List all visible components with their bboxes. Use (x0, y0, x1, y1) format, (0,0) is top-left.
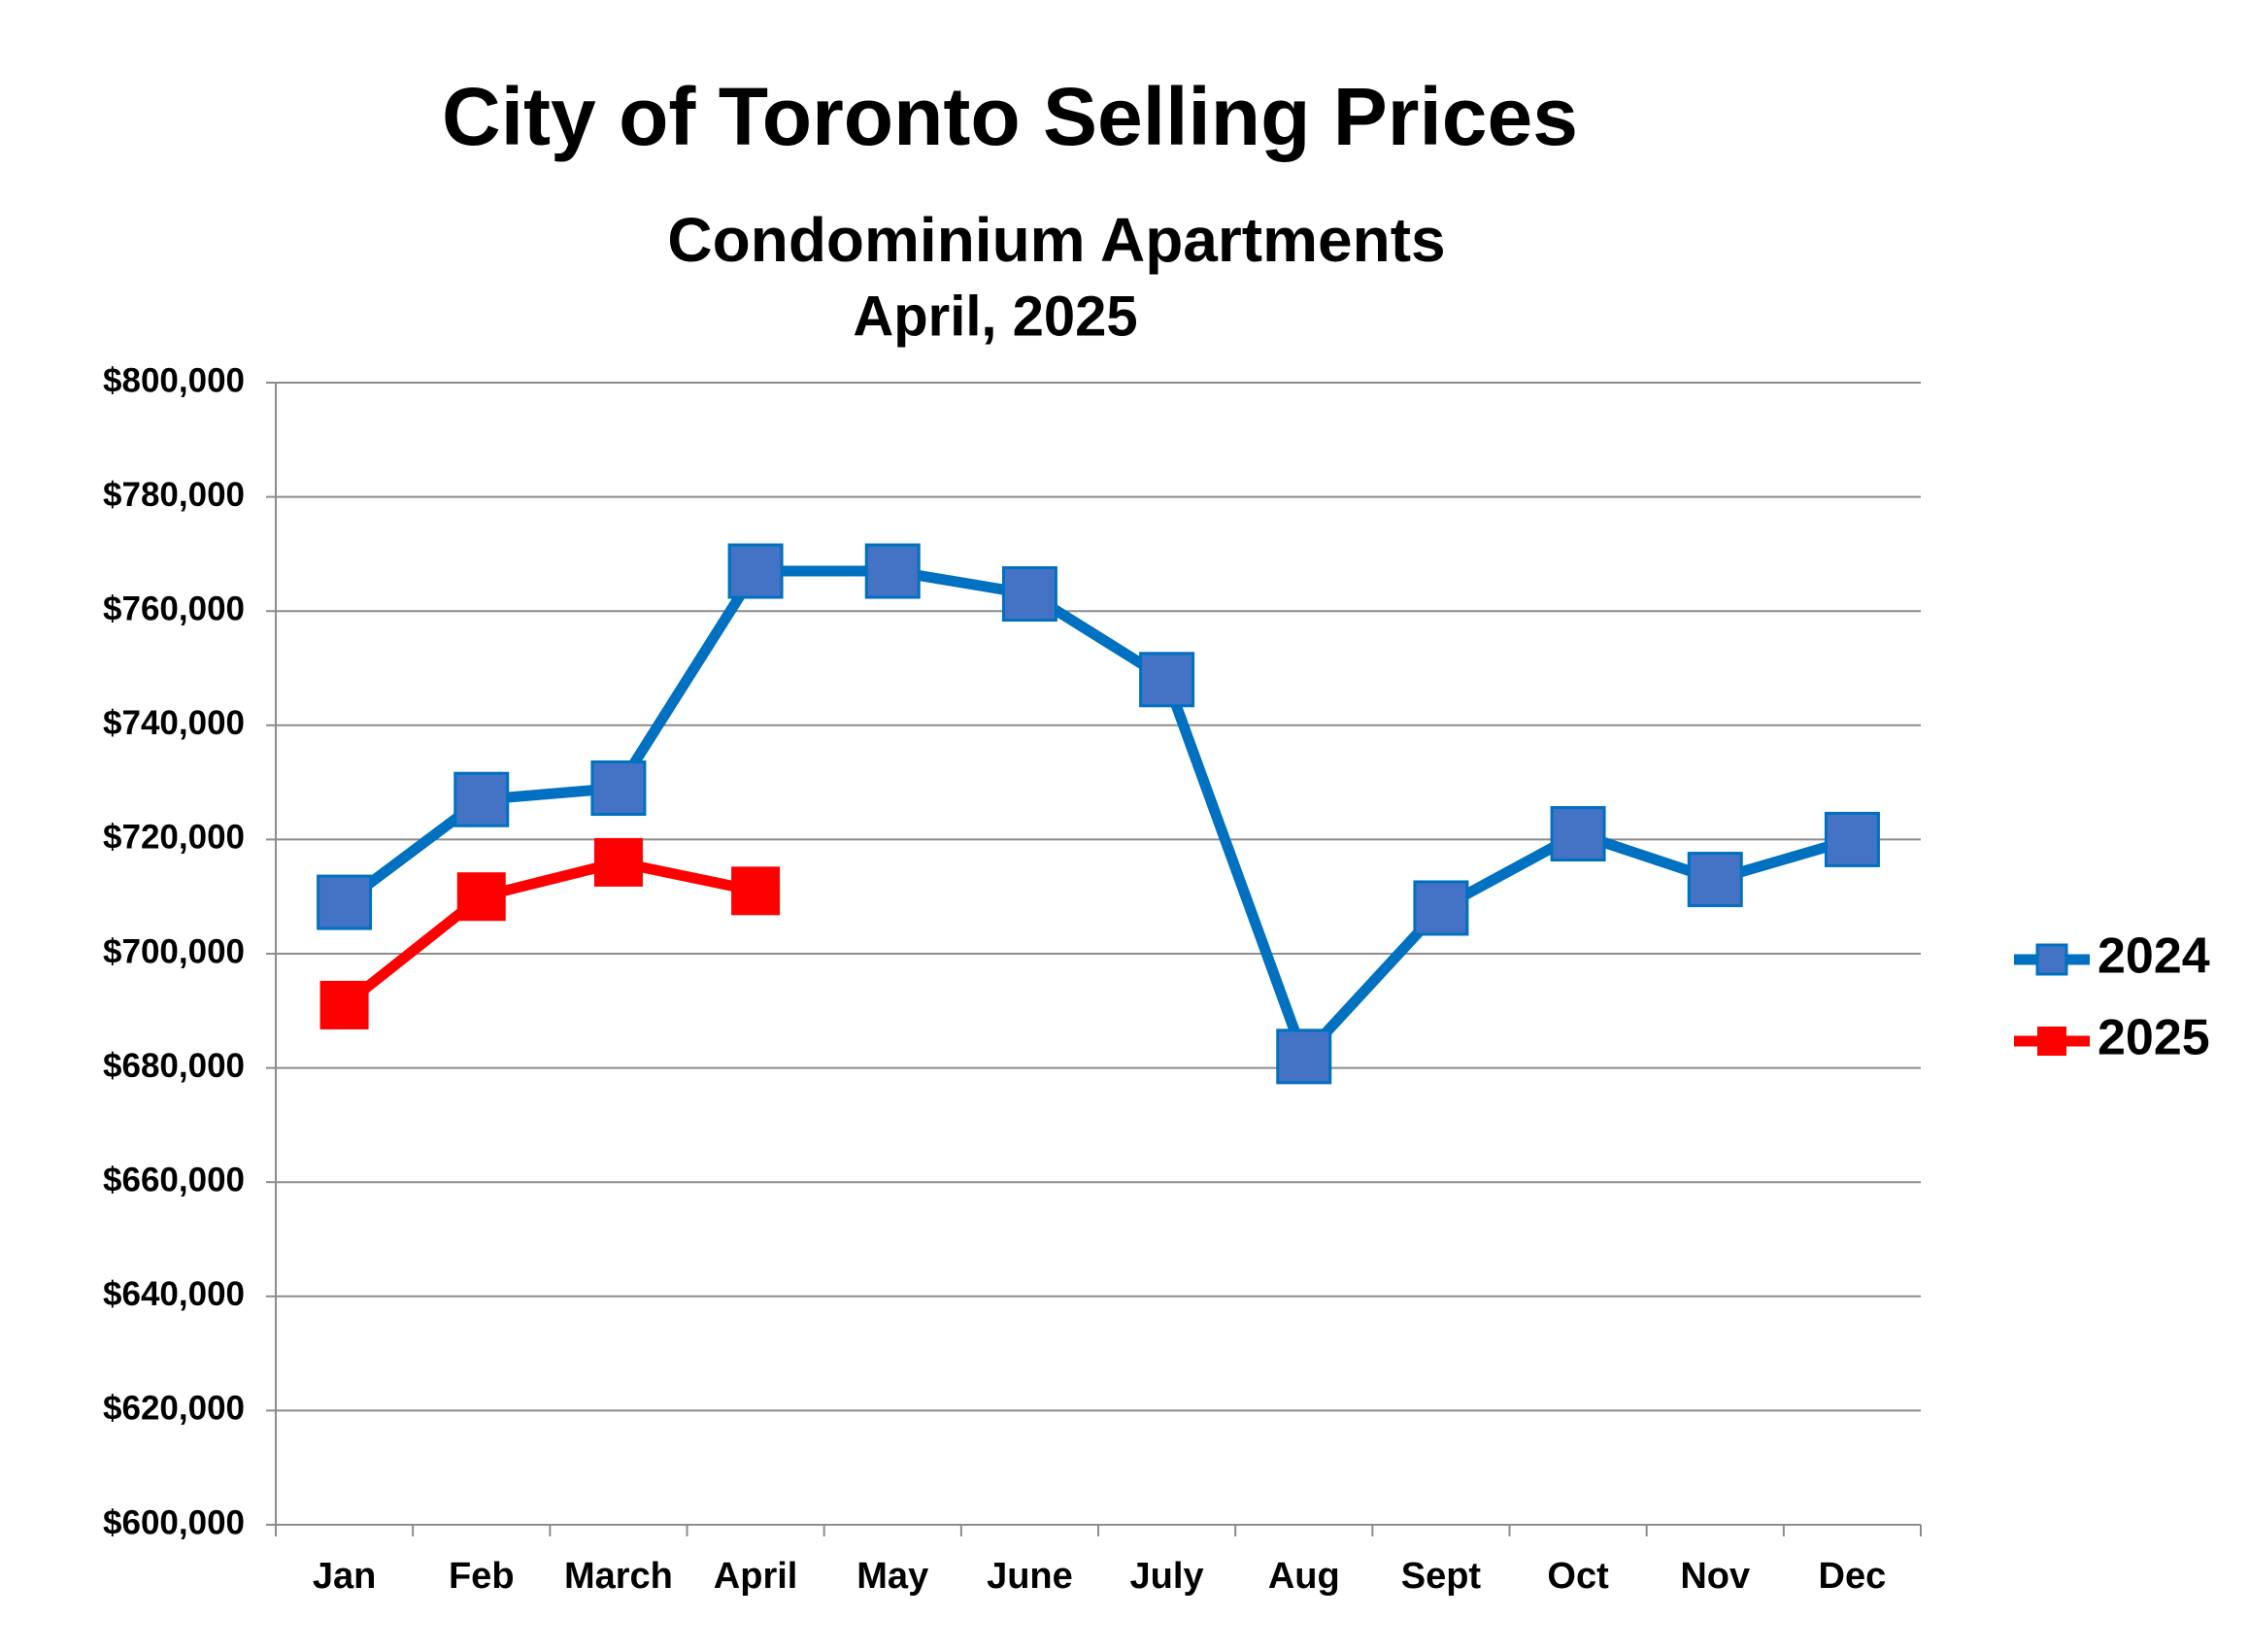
point-marker (1139, 652, 1195, 708)
y-tick-label: $640,000 (103, 1275, 245, 1313)
chart-subtitle: Condominium Apartments (667, 205, 1445, 275)
point-marker (590, 759, 647, 816)
point-marker (456, 872, 506, 922)
point-marker (1001, 566, 1057, 623)
x-tick-label: Nov (1680, 1556, 1750, 1597)
point-marker (864, 543, 921, 599)
point-marker (1824, 811, 1880, 867)
x-tick-label: March (564, 1556, 673, 1597)
series-line (341, 857, 757, 1010)
y-tick-label: $620,000 (103, 1390, 245, 1428)
x-tick-label: July (1130, 1556, 1204, 1597)
y-tick-label: $760,000 (103, 590, 245, 627)
point-marker (1413, 880, 1469, 936)
y-tick-label: $600,000 (103, 1503, 245, 1541)
x-tick-label: April (714, 1556, 798, 1597)
y-tick-label: $700,000 (103, 932, 245, 970)
point-marker (453, 771, 510, 827)
chart-title: City of Toronto Selling Prices (442, 71, 1578, 162)
point-marker (593, 837, 643, 887)
y-tick-label: $680,000 (103, 1047, 245, 1085)
x-tick-label: Aug (1268, 1556, 1340, 1597)
x-tick-label: May (856, 1556, 928, 1597)
legend-marker (2037, 1027, 2066, 1056)
y-tick-label: $800,000 (103, 361, 245, 399)
y-tick-label: $780,000 (103, 476, 245, 514)
x-tick-label: Feb (449, 1556, 515, 1597)
x-tick-label: Jan (313, 1556, 376, 1597)
y-tick-label: $660,000 (103, 1161, 245, 1198)
point-marker (1687, 852, 1743, 908)
point-marker (1550, 806, 1606, 862)
point-marker (1276, 1028, 1332, 1085)
legend-label: 2024 (2098, 928, 2210, 985)
x-tick-label: June (987, 1556, 1073, 1597)
point-marker (731, 866, 781, 916)
x-tick-label: Dec (1819, 1556, 1887, 1597)
point-marker (727, 543, 784, 599)
point-marker (319, 980, 369, 1029)
y-tick-label: $720,000 (103, 819, 245, 857)
x-tick-label: Oct (1547, 1556, 1609, 1597)
x-tick-label: Sept (1401, 1556, 1482, 1597)
chart-period: April, 2025 (853, 285, 1137, 348)
legend-marker (2035, 943, 2068, 976)
point-marker (317, 874, 373, 930)
legend-label: 2025 (2098, 1010, 2210, 1066)
y-tick-label: $740,000 (103, 704, 245, 742)
